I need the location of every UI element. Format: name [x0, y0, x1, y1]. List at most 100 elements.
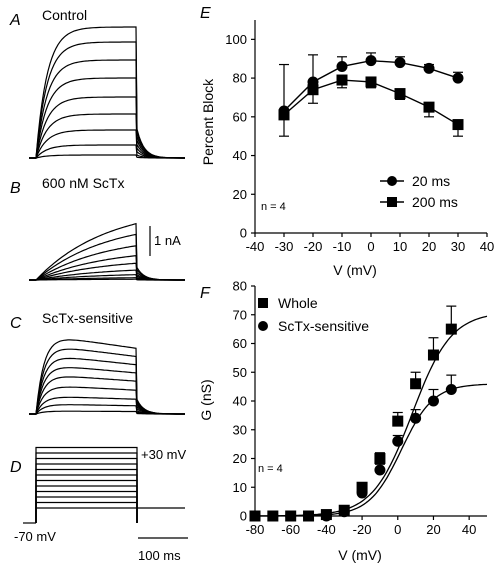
panel-f: F -80 -60 -40 -20 0 20 40 0 10 20 30 40 50 60 70 80 G (…	[198, 279, 488, 563]
panel-a: A Control	[9, 7, 185, 159]
control-trace-9	[29, 26, 185, 159]
e-series-1-point	[365, 55, 377, 67]
e-y-tick-label: 80	[233, 71, 247, 86]
f-series-1-point	[445, 323, 457, 335]
protocol-step-8	[35, 468, 138, 523]
protocol-step-2	[35, 501, 138, 523]
step-voltage-label: +30 mV	[141, 447, 186, 462]
control-trace-5	[29, 96, 185, 159]
protocol-step-1	[35, 507, 138, 523]
e-series-2-point	[423, 101, 435, 113]
f-series-2-point	[445, 384, 457, 395]
e-x-tick-label: -20	[304, 239, 323, 254]
e-series-2-point	[278, 109, 290, 121]
protocol-step-4	[35, 490, 138, 523]
sctx-trace-9	[29, 222, 185, 281]
f-x-tick-label: -20	[353, 522, 372, 537]
e-x-tick-label: 10	[393, 239, 407, 254]
panel-b-traces	[29, 222, 185, 281]
panel-e-letter: E	[200, 5, 211, 22]
e-series-2-point	[452, 119, 464, 131]
f-series-2-point	[392, 435, 404, 447]
e-series-1-point	[394, 57, 406, 69]
panel-a-title: Control	[42, 7, 87, 23]
f-x-tick-label: -40	[317, 522, 336, 537]
e-x-tick-label: -30	[275, 239, 294, 254]
f-series-2-point	[410, 412, 422, 424]
e-x-tick-label: 30	[451, 239, 465, 254]
f-series-1-point	[427, 349, 439, 361]
f-x-tick-label: 0	[394, 522, 401, 537]
e-x-tick-label: 40	[480, 239, 494, 254]
panel-c: C ScTx-sensitive	[10, 310, 185, 415]
sensitive-trace-8	[29, 348, 185, 415]
f-y-tick-label: 60	[233, 336, 247, 351]
e-series-2-point	[336, 74, 348, 86]
e-series-1-point	[452, 72, 464, 84]
e-legend-label-200ms: 200 ms	[412, 194, 458, 210]
sensitive-trace-6	[29, 367, 185, 415]
percent-block-chart: -40 -30 -20 -10 0 10 20 30 40 0 20 40 60 80 100	[225, 20, 494, 254]
f-series-2-fit	[255, 383, 488, 517]
current-scale-label: 1 nA	[154, 233, 181, 248]
f-legend-label-whole: Whole	[278, 295, 318, 311]
e-x-axis-label: V (mV)	[333, 262, 377, 278]
e-y-tick-label: 100	[225, 32, 247, 47]
f-series-2-point	[285, 510, 297, 522]
panel-b-title: 600 nM ScTx	[42, 175, 124, 191]
control-trace-7	[29, 59, 185, 159]
e-y-axis-label: Percent Block	[200, 78, 216, 165]
f-y-tick-label: 80	[233, 279, 247, 294]
f-x-tick-label: -80	[246, 522, 265, 537]
e-x-tick-label: -40	[246, 239, 265, 254]
f-x-tick-label: -60	[281, 522, 300, 537]
e-series-1-point	[423, 62, 435, 74]
control-trace-8	[29, 41, 185, 159]
f-series-2-point	[320, 510, 332, 522]
f-x-axis-label: V (mV)	[338, 547, 382, 563]
panel-d: D +30 mV -70 mV 100 ms	[10, 446, 188, 563]
protocol-step-6	[35, 479, 138, 523]
e-y-tick-label: 60	[233, 109, 247, 124]
f-x-tick-label: 20	[426, 522, 440, 537]
f-series-1-point	[410, 378, 422, 390]
f-series-1-point	[392, 415, 404, 427]
e-legend-marker-200ms	[387, 197, 397, 207]
panel-b-letter: B	[10, 180, 21, 197]
e-x-tick-label: 0	[367, 239, 374, 254]
protocol-step-9	[35, 463, 138, 523]
f-series-1-point	[374, 453, 386, 464]
f-n-annotation: n = 4	[258, 463, 283, 475]
e-legend-label-20ms: 20 ms	[412, 173, 450, 189]
f-series-2-point	[374, 464, 386, 476]
f-y-tick-label: 50	[233, 365, 247, 380]
f-legend-marker-sctx	[258, 321, 268, 331]
holding-voltage-label: -70 mV	[14, 529, 56, 544]
panel-d-letter: D	[10, 459, 22, 476]
conductance-chart: -80 -60 -40 -20 0 20 40 0 10 20 30 40 50 60 70 80	[233, 279, 488, 537]
sensitive-trace-4	[29, 386, 185, 415]
f-series-2-point	[427, 395, 439, 407]
control-trace-6	[29, 77, 185, 159]
panel-c-letter: C	[10, 315, 22, 332]
panel-c-traces	[29, 339, 185, 415]
sensitive-trace-9	[29, 339, 185, 415]
f-x-tick-label: 40	[462, 522, 476, 537]
voltage-protocol	[23, 446, 185, 524]
f-y-tick-label: 10	[233, 480, 247, 495]
e-series-2-point	[307, 84, 319, 96]
f-legend-marker-whole	[258, 298, 268, 308]
protocol-step-3	[35, 496, 138, 523]
f-series-2-point	[249, 510, 261, 522]
e-legend-marker-20ms	[387, 176, 397, 186]
e-series-1-point	[336, 60, 348, 72]
f-y-tick-label: 0	[240, 509, 247, 524]
f-y-tick-label: 40	[233, 394, 247, 409]
f-series-1-fit	[255, 315, 488, 517]
f-legend-label-sctx: ScTx-sensitive	[278, 318, 369, 334]
control-trace-3	[29, 129, 185, 159]
panel-a-letter: A	[9, 12, 21, 29]
f-y-axis-label: G (nS)	[198, 379, 214, 420]
sensitive-trace-5	[29, 376, 185, 415]
f-series-2-point	[356, 487, 368, 499]
